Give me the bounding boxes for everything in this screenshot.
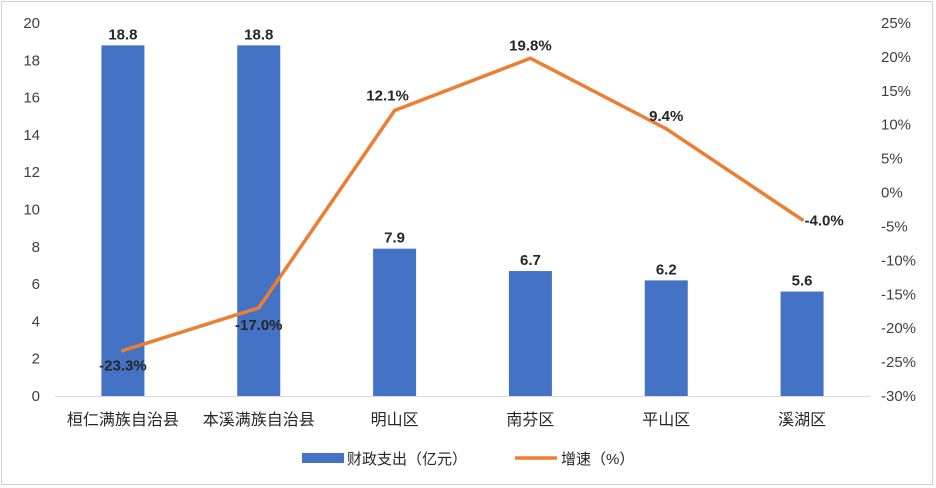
- right-axis-tick: 5%: [881, 151, 903, 168]
- bar: [780, 291, 824, 396]
- growth-point: [121, 348, 125, 353]
- left-axis-tick: 10: [23, 202, 40, 219]
- legend-label-line: 增速（%）: [561, 451, 634, 468]
- left-axis-tick: 14: [23, 127, 40, 144]
- right-axis-tick: -15%: [881, 286, 916, 303]
- right-axis-tick: -5%: [881, 218, 908, 235]
- right-axis-tick: 10%: [881, 117, 911, 134]
- right-axis-tick: -25%: [881, 354, 916, 371]
- category-label: 溪湖区: [778, 411, 826, 429]
- category-label: 平山区: [642, 411, 690, 429]
- right-axis-tick: 25%: [881, 15, 911, 32]
- right-axis-tick: -20%: [881, 320, 916, 337]
- bar: [644, 280, 688, 396]
- growth-point: [528, 56, 533, 61]
- bar-data-label: 6.2: [656, 261, 677, 278]
- bar-data-label: 18.8: [108, 26, 137, 43]
- right-axis-tick: -30%: [881, 388, 916, 405]
- bar: [101, 45, 145, 396]
- growth-point: [800, 217, 804, 222]
- right-axis-tick: 20%: [881, 49, 911, 66]
- right-axis-tick: 15%: [881, 83, 911, 100]
- category-label: 本溪满族自治县: [203, 411, 315, 429]
- right-axis-tick: 0%: [881, 185, 903, 202]
- bar: [237, 45, 281, 396]
- category-label: 明山区: [371, 411, 419, 429]
- left-axis-tick: 6: [32, 276, 40, 293]
- line-data-label: 9.4%: [649, 108, 683, 125]
- line-data-label: 12.1%: [366, 87, 409, 104]
- right-axis-tick: -10%: [881, 252, 916, 269]
- left-axis-tick: 18: [23, 52, 40, 69]
- bar-data-label: 7.9: [384, 230, 405, 247]
- line-data-label: -17.0%: [235, 317, 283, 334]
- growth-point: [392, 108, 397, 113]
- legend-label-bar: 财政支出（亿元）: [347, 451, 467, 468]
- growth-point: [664, 126, 669, 131]
- category-label: 桓仁满族自治县: [67, 411, 179, 429]
- left-axis-tick: 4: [32, 313, 40, 330]
- line-data-label: -23.3%: [99, 358, 147, 375]
- bar: [373, 248, 417, 396]
- category-label: 南芬区: [506, 411, 554, 429]
- legend-swatch-bar: [302, 453, 344, 463]
- line-data-label: -4.0%: [804, 213, 843, 230]
- bar-data-label: 18.8: [244, 26, 273, 43]
- bar-data-label: 6.7: [520, 252, 541, 269]
- left-axis-tick: 2: [32, 351, 40, 368]
- bar-data-label: 5.6: [792, 273, 813, 290]
- left-axis-tick: 0: [32, 388, 40, 405]
- left-axis-tick: 20: [23, 15, 40, 32]
- left-axis-tick: 12: [23, 164, 40, 181]
- bar: [508, 271, 552, 396]
- left-axis-tick: 16: [23, 90, 40, 107]
- growth-point: [256, 306, 261, 310]
- line-data-label: 19.8%: [509, 37, 552, 54]
- growth-line: [121, 56, 804, 353]
- left-axis-tick: 8: [32, 239, 40, 256]
